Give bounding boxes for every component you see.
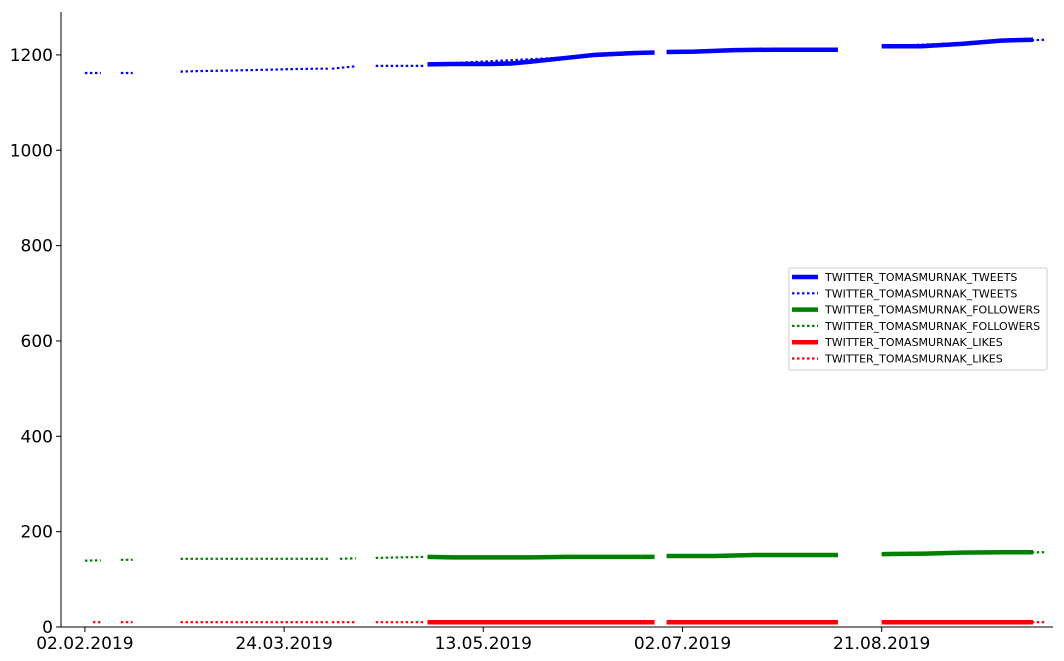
- series-line-segment: [666, 552, 838, 559]
- x-ticks: 02.02.2019 24.03.2019 13.05.2019 02.07.2019…: [36, 627, 930, 654]
- x-tick-label: 02.07.2019: [634, 634, 731, 654]
- series-line-segment: [881, 551, 1046, 556]
- x-tick-label: 21.08.2019: [833, 634, 930, 654]
- series-line-segment: [435, 555, 655, 559]
- y-tick-label: 800: [21, 237, 53, 257]
- y-tick-label: 1000: [10, 141, 53, 161]
- legend-items: TWITTER_TOMASMURNAK_TWEETS TWITTER_TOMASM…: [792, 271, 1040, 366]
- axes-layer: 0 200 400 600 800 1000 1200 02.02.2019 24.03.20…: [10, 12, 1053, 654]
- series-line-segment: [375, 555, 424, 559]
- x-tick-label: 13.05.2019: [435, 634, 532, 654]
- legend-label: TWITTER_TOMASMURNAK_LIKES: [824, 353, 1003, 366]
- series-twitter-tomasmurnak-followers-dotted: [84, 551, 1046, 562]
- series-layer: [84, 37, 1046, 625]
- legend-label: TWITTER_TOMASMURNAK_TWEETS: [824, 271, 1017, 284]
- legend-label: TWITTER_TOMASMURNAK_TWEETS: [824, 287, 1017, 300]
- y-tick-label: 1200: [10, 46, 53, 66]
- series-line-segment: [881, 38, 1046, 48]
- series-line-segment: [180, 67, 328, 73]
- series-line-segment: [435, 51, 655, 66]
- x-tick-label: 02.02.2019: [36, 634, 133, 654]
- legend-label: TWITTER_TOMASMURNAK_FOLLOWERS: [824, 320, 1040, 333]
- series-line-segment: [666, 47, 838, 55]
- series-line-segment: [331, 65, 356, 70]
- y-tick-label: 400: [21, 427, 53, 447]
- y-tick-label: 0: [42, 618, 53, 638]
- legend-label: TWITTER_TOMASMURNAK_FOLLOWERS: [824, 304, 1040, 317]
- legend-frame: [788, 267, 1048, 371]
- y-tick-label: 600: [21, 332, 53, 352]
- legend-label: TWITTER_TOMASMURNAK_LIKES: [824, 336, 1003, 349]
- y-tick-label: 200: [21, 523, 53, 543]
- x-tick-label: 24.03.2019: [235, 634, 332, 654]
- series-twitter-tomasmurnak-tweets-dotted: [84, 38, 1046, 75]
- series-line-segment: [666, 48, 838, 54]
- legend: TWITTER_TOMASMURNAK_TWEETS TWITTER_TOMASM…: [788, 267, 1048, 371]
- series-line-segment: [666, 553, 838, 558]
- series-line-segment: [339, 557, 356, 560]
- y-ticks: 0 200 400 600 800 1000 1200: [10, 46, 61, 638]
